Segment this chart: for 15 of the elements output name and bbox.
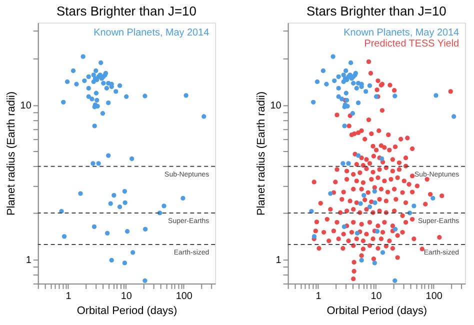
x-tick-label: 10	[370, 290, 382, 302]
x-axis-title: Orbital Period (days)	[76, 304, 178, 317]
series-label: Known Planets, May 2014	[94, 28, 210, 39]
x-tick-label: 100	[426, 290, 443, 302]
x-axis-title: Orbital Period (days)	[326, 304, 428, 317]
chart-title: Stars Brighter than J=10	[306, 4, 446, 19]
y-axis-title: Planet radius (Earth radii)	[5, 92, 18, 216]
x-tick-label: 10	[120, 290, 132, 302]
x-tick-label: 1	[66, 290, 72, 302]
series-label: Predicted TESS Yield	[364, 38, 460, 50]
y-axis-title: Planet radius (Earth radii)	[255, 92, 268, 216]
x-tick-label: 1	[316, 290, 322, 302]
series-label: Known Planets, May 2014	[344, 28, 460, 39]
x-tick-label: 100	[176, 290, 193, 302]
chart-title: Stars Brighter than J=10	[56, 4, 196, 19]
